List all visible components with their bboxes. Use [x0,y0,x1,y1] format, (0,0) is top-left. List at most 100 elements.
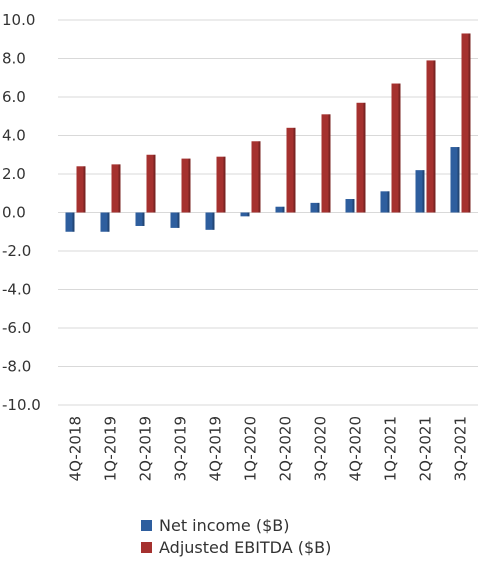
x-category-label: 1Q-2020 [242,416,260,481]
bar-adjusted-ebitda-1q-2020 [251,141,261,213]
bar-shade [107,212,110,232]
bar-net-income-2q-2020 [275,206,285,213]
legend-label-adjusted-ebitda: Adjusted EBITDA ($B) [159,538,331,557]
bar-body [240,212,250,217]
legend: Net income ($B) Adjusted EBITDA ($B) [141,516,331,557]
bar-body [76,166,86,213]
bar-shade [247,212,250,217]
x-category-label: 2Q-2020 [277,416,295,481]
y-tick-label: 10.0 [2,11,35,29]
bar-adjusted-ebitda-4q-2018 [76,166,86,213]
bar-shade [118,164,121,213]
bar-net-income-3q-2020 [310,202,320,213]
bar-body [100,212,110,232]
bar-adjusted-ebitda-3q-2019 [181,158,191,213]
bar-adjusted-ebitda-3q-2021 [461,33,471,213]
bar-shade [468,33,471,213]
y-tick-label: -2.0 [2,242,31,260]
y-tick-label: 4.0 [2,127,26,145]
bar-shade [457,147,460,213]
y-tick-label: 8.0 [2,50,26,68]
bar-shade [422,170,425,213]
bar-shade [398,83,401,213]
bar-body [321,114,331,213]
bar-adjusted-ebitda-1q-2019 [111,164,121,213]
x-category-label: 2Q-2019 [137,416,155,481]
bar-shade [282,206,285,213]
bar-body [380,191,390,213]
bar-body [251,141,261,213]
y-tick-label: -8.0 [2,358,31,376]
bars [65,33,471,232]
bar-body [216,156,226,213]
y-tick-label: 2.0 [2,165,26,183]
bar-shade [258,141,261,213]
y-tick-label: -6.0 [2,319,31,337]
bar-shade [433,60,436,213]
bar-net-income-3q-2019 [170,212,180,228]
bar-shade [352,199,355,213]
bar-adjusted-ebitda-4q-2020 [356,102,366,213]
x-category-label: 3Q-2019 [172,416,190,481]
x-category-label: 1Q-2019 [102,416,120,481]
bar-shade [328,114,331,213]
bar-body [111,164,121,213]
y-tick-label: -4.0 [2,281,31,299]
bar-body [65,212,75,232]
bar-adjusted-ebitda-2q-2020 [286,127,296,213]
bar-net-income-3q-2021 [450,147,460,213]
bar-net-income-4q-2018 [65,212,75,232]
bar-body [310,202,320,213]
bar-shade [293,127,296,213]
bar-body [275,206,285,213]
bar-net-income-1q-2019 [100,212,110,232]
y-tick-label: -10.0 [2,396,41,414]
y-tick-label: 0.0 [2,204,26,222]
bar-shade [223,156,226,213]
bar-body [345,199,355,213]
y-axis-ticks: 10.0 8.0 6.0 4.0 2.0 0.0 -2.0 -4.0 -6.0 -8.0 -10.0 [2,11,41,414]
bar-shade [72,212,75,232]
legend-swatch-net-income [141,520,152,531]
bar-shade [363,102,366,213]
bar-body [450,147,460,213]
bar-adjusted-ebitda-4q-2019 [216,156,226,213]
bar-adjusted-ebitda-1q-2021 [391,83,401,213]
x-category-label: 3Q-2021 [452,416,470,481]
bar-body [415,170,425,213]
bar-body [461,33,471,213]
bar-adjusted-ebitda-2q-2019 [146,154,156,213]
x-category-label: 4Q-2020 [347,416,365,481]
bar-body [135,212,145,226]
x-axis-categories: 4Q-2018 1Q-2019 2Q-2019 3Q-2019 4Q-2019 1Q-20… [67,416,470,481]
gridlines [58,19,478,406]
y-tick-label: 6.0 [2,88,26,106]
bar-net-income-4q-2019 [205,212,215,230]
bar-body [205,212,215,230]
bar-shade [83,166,86,213]
bar-shade [212,212,215,230]
x-category-label: 3Q-2020 [312,416,330,481]
bar-body [286,127,296,213]
bar-net-income-2q-2021 [415,170,425,213]
bar-shade [153,154,156,213]
x-category-label: 2Q-2021 [417,416,435,481]
bar-body [391,83,401,213]
x-category-label: 4Q-2018 [67,416,85,481]
x-category-label: 1Q-2021 [382,416,400,481]
bar-net-income-1q-2020 [240,212,250,217]
bar-net-income-1q-2021 [380,191,390,213]
bar-net-income-2q-2019 [135,212,145,226]
legend-label-net-income: Net income ($B) [159,516,290,535]
bar-shade [317,202,320,213]
bar-shade [188,158,191,213]
bar-body [356,102,366,213]
bar-body [426,60,436,213]
bar-shade [177,212,180,228]
bar-body [146,154,156,213]
bar-adjusted-ebitda-3q-2020 [321,114,331,213]
bar-adjusted-ebitda-2q-2021 [426,60,436,213]
bar-shade [387,191,390,213]
bar-body [181,158,191,213]
bar-net-income-4q-2020 [345,199,355,213]
